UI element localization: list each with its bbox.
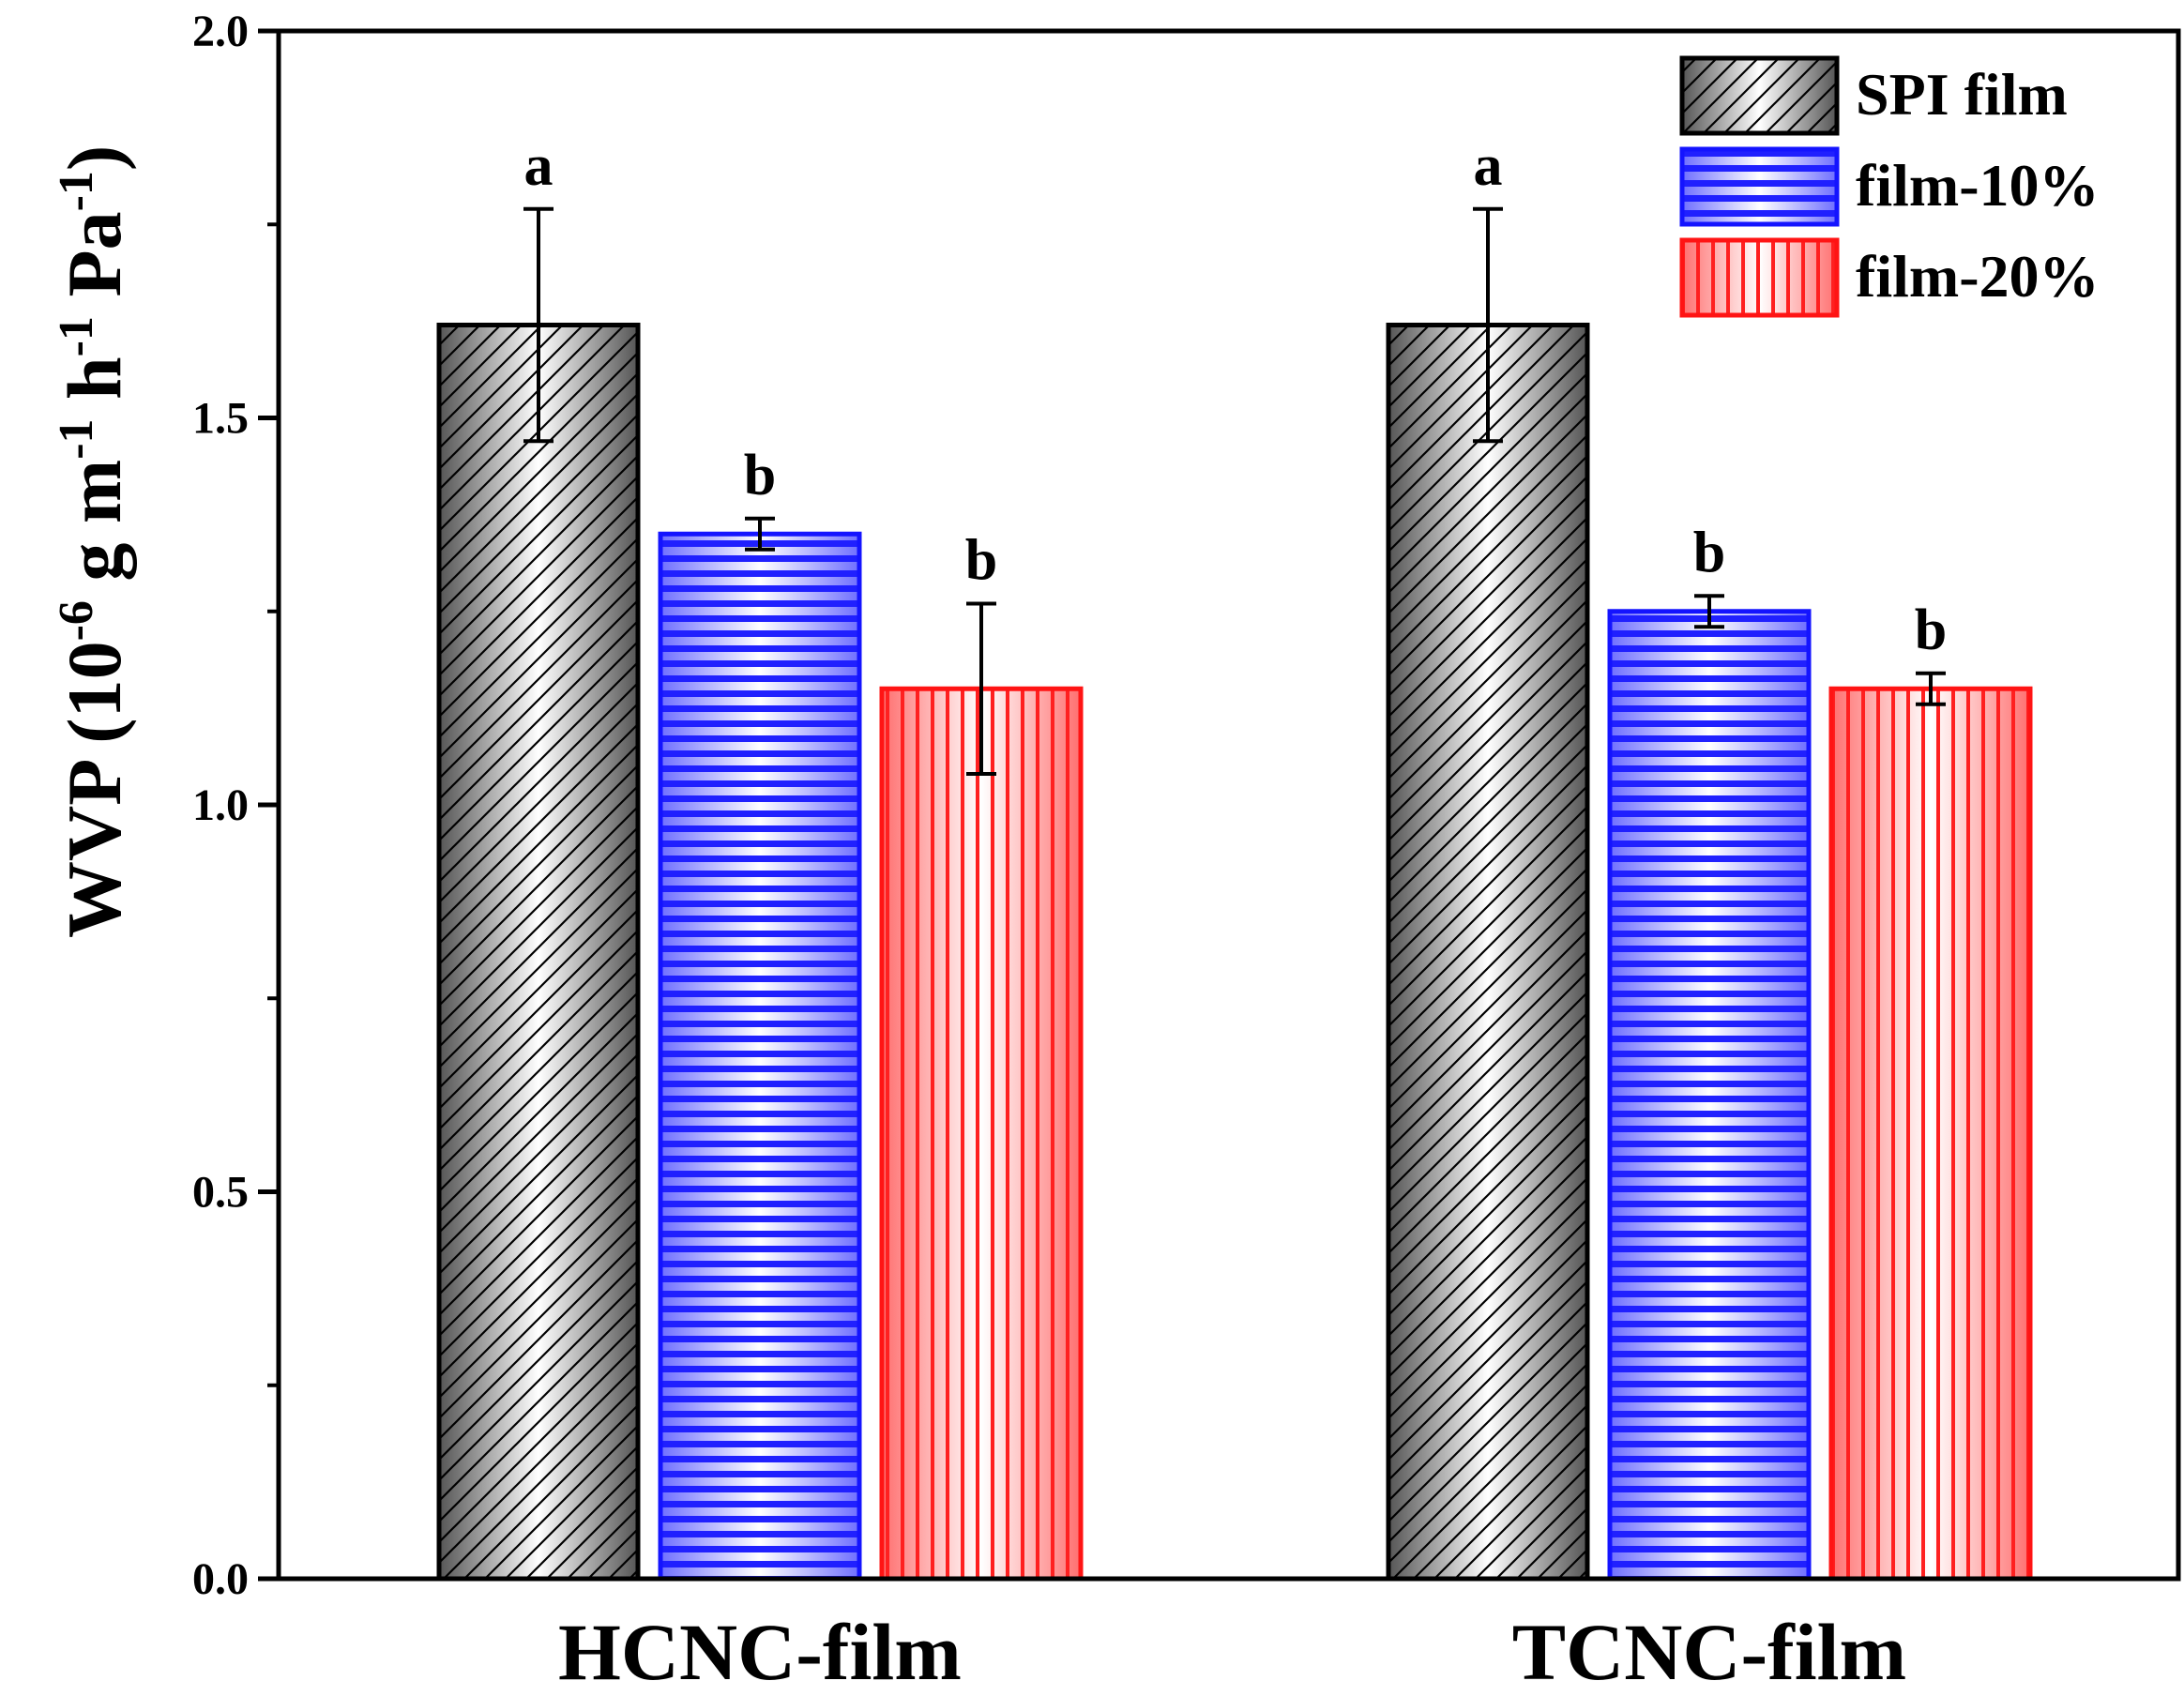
- legend-item-film-20-: film-20%: [1679, 237, 2100, 318]
- error-bar: [966, 601, 996, 776]
- legend-swatch: [1679, 55, 1840, 136]
- y-ticks: 0.0 0.5 1.0 1.5 2.0: [192, 7, 279, 1604]
- legend-swatch: [1679, 146, 1840, 227]
- bar-tcnc-film-film-10-: [1607, 609, 1812, 1582]
- significance-letter: a: [1474, 134, 1503, 198]
- legend-label: SPI film: [1856, 61, 2068, 128]
- bars-layer: [436, 323, 2033, 1582]
- significance-letter: b: [1915, 598, 1947, 662]
- bar-tcnc-film-film-20-: [1828, 686, 2033, 1582]
- error-bar: [1694, 594, 1724, 629]
- bar-hcnc-film-film-20-: [879, 686, 1084, 1582]
- error-bar: [1473, 206, 1503, 444]
- legend-item-spi-film: SPI film: [1679, 55, 2068, 136]
- error-bar: [1916, 671, 1946, 706]
- bar-tcnc-film-spi-film: [1386, 323, 1590, 1582]
- bar-hcnc-film-spi-film: [436, 323, 641, 1582]
- error-bars-layer: [523, 206, 1946, 776]
- y-tick-label: 1.5: [192, 394, 249, 444]
- significance-letters-layer: a b b a b b: [524, 134, 1948, 662]
- x-category-label: HCNC-film: [558, 1607, 962, 1696]
- x-category-label: TCNC-film: [1512, 1607, 1906, 1696]
- y-tick-label: 0.5: [192, 1168, 249, 1218]
- bar-hcnc-film-film-10-: [658, 531, 862, 1582]
- error-bar: [523, 206, 554, 444]
- significance-letter: b: [965, 529, 997, 593]
- legend-item-film-10-: film-10%: [1679, 146, 2100, 227]
- legend-label: film-10%: [1856, 152, 2100, 219]
- legend: SPI film film-10% film-20%: [1679, 55, 2100, 318]
- significance-letter: b: [744, 444, 776, 507]
- y-tick-label: 0.0: [192, 1554, 249, 1604]
- x-category-labels: HCNC-film TCNC-film: [558, 1607, 1906, 1696]
- y-tick-label: 2.0: [192, 7, 249, 56]
- significance-letter: b: [1693, 521, 1725, 584]
- y-axis-label: WVP (10-6 g m-1 h-1 Pa-1): [50, 145, 137, 938]
- significance-letter: a: [524, 134, 554, 198]
- error-bar: [745, 516, 775, 552]
- legend-swatch: [1679, 237, 1840, 318]
- y-tick-label: 1.0: [192, 780, 249, 830]
- legend-label: film-20%: [1856, 243, 2100, 310]
